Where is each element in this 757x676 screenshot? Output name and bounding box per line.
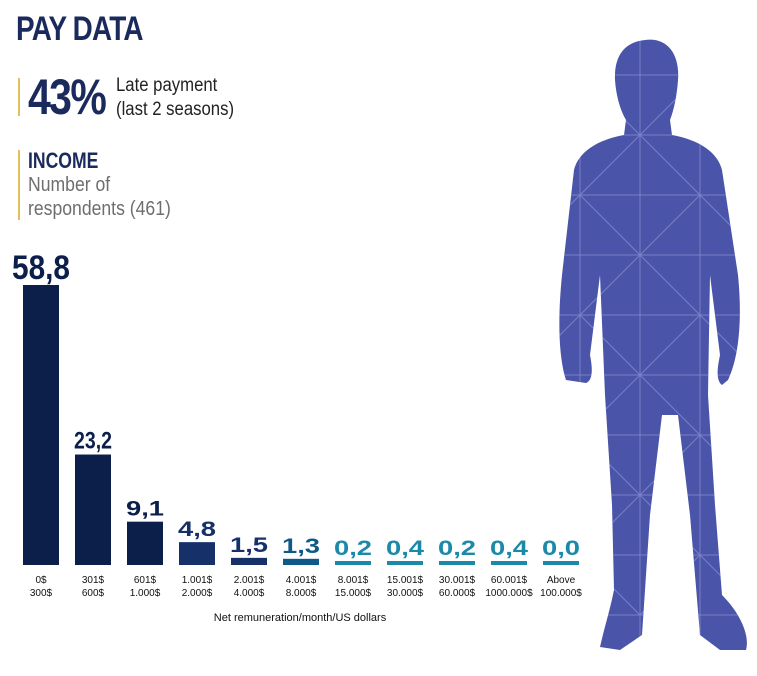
x-axis-label: Net remuneration/month/US dollars — [213, 612, 387, 624]
bar-3 — [179, 542, 215, 565]
late-payment-label-line2: (last 2 seasons) — [116, 99, 235, 120]
value-label-10: 0,0 — [542, 537, 580, 560]
value-label-9: 0,4 — [490, 537, 528, 560]
tick-label-10-1: 100.000$ — [540, 588, 582, 599]
value-label-7: 0,4 — [386, 537, 424, 560]
tick-label-3-1: 2.000$ — [182, 588, 213, 599]
bar-6 — [335, 561, 371, 565]
bar-2 — [127, 521, 163, 565]
late-payment-label-line1: Late payment — [116, 75, 218, 96]
value-label-6: 0,2 — [334, 537, 372, 560]
bar-8 — [439, 561, 475, 565]
value-label-3: 4,8 — [178, 518, 216, 541]
income-subtitle-line2: respondents (461) — [28, 198, 171, 220]
tick-label-4-1: 4.000$ — [234, 588, 265, 599]
tick-label-8-1: 60.000$ — [439, 588, 476, 599]
tick-label-7-1: 30.000$ — [387, 588, 424, 599]
bar-0 — [23, 285, 59, 565]
income-accent-line — [18, 150, 20, 220]
tick-label-10-0: Above — [547, 575, 576, 586]
tick-label-9-1: 1000.000$ — [485, 588, 533, 599]
bar-7 — [387, 561, 423, 565]
tick-label-6-1: 15.000$ — [335, 588, 372, 599]
value-label-0: 58,8 — [12, 249, 70, 287]
tick-label-6-0: 8.001$ — [338, 575, 369, 586]
tick-label-8-0: 30.001$ — [439, 575, 476, 586]
value-label-4: 1,5 — [230, 534, 268, 557]
income-subtitle-line1: Number of — [28, 174, 111, 196]
income-subtitle: Number of respondents (461) — [28, 173, 204, 221]
value-label-8: 0,2 — [438, 537, 476, 560]
page-title: PAY DATA — [16, 10, 143, 48]
tick-label-1-0: 301$ — [82, 575, 105, 586]
tick-label-0-0: 0$ — [35, 575, 47, 586]
late-payment-value: 43% — [28, 69, 107, 125]
player-silhouette-icon — [559, 39, 747, 650]
tick-label-5-1: 8.000$ — [286, 588, 317, 599]
bar-4 — [231, 557, 267, 565]
tick-label-1-1: 600$ — [82, 588, 105, 599]
tick-label-0-1: 300$ — [30, 588, 53, 599]
bar-5 — [283, 558, 319, 565]
tick-label-9-0: 60.001$ — [491, 575, 528, 586]
bar-10 — [543, 561, 579, 565]
tick-label-5-0: 4.001$ — [286, 575, 317, 586]
stat-accent-line — [18, 78, 20, 116]
bar-1 — [75, 454, 111, 565]
value-label-2: 9,1 — [126, 498, 164, 521]
value-label-5: 1,3 — [282, 535, 320, 558]
tick-label-4-0: 2.001$ — [234, 575, 265, 586]
value-label-1: 23,2 — [74, 428, 112, 455]
income-title: INCOME — [28, 148, 99, 173]
tick-label-3-0: 1.001$ — [182, 575, 213, 586]
tick-label-7-0: 15.001$ — [387, 575, 424, 586]
late-payment-label: Late payment (last 2 seasons) — [116, 74, 234, 122]
bar-9 — [491, 561, 527, 565]
tick-label-2-0: 601$ — [134, 575, 157, 586]
tick-label-2-1: 1.000$ — [130, 588, 161, 599]
